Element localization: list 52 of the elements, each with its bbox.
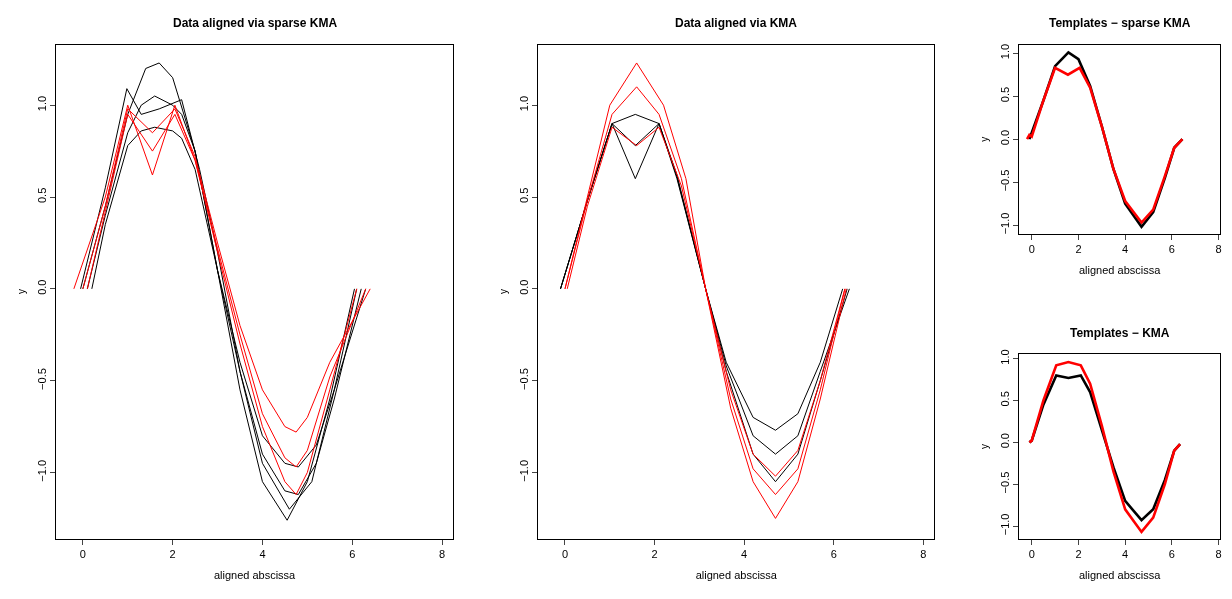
y-tick-label: 0.5	[998, 391, 1011, 407]
y-tick-label: 0.5	[35, 187, 48, 204]
y-tick-label: 1.0	[998, 43, 1011, 60]
y-tick-label: −1.0	[517, 459, 530, 482]
x-tick-label: 0	[561, 547, 569, 560]
y-tick-label: −0.5	[35, 368, 48, 390]
x-axis-title: aligned abscissa	[213, 569, 297, 581]
x-tick-label: 8	[438, 547, 446, 560]
chart-title: Templates − KMA	[1070, 326, 1170, 340]
y-tick-label: 0.5	[998, 86, 1011, 103]
y-axis-title: y	[497, 289, 509, 295]
chart-title: Data aligned via KMA	[675, 16, 798, 30]
x-tick-label: 4	[1122, 242, 1129, 255]
x-tick-label: 0	[1028, 547, 1035, 560]
y-tick-label: 1.0	[517, 95, 530, 112]
x-axis-title: aligned abscissa	[695, 569, 778, 581]
x-tick-label: 8	[1215, 242, 1222, 255]
x-tick-label: 0	[1028, 242, 1035, 255]
x-tick-label: 6	[349, 547, 356, 560]
y-tick-label: 1.0	[998, 349, 1011, 365]
y-tick-label: −1.0	[998, 513, 1011, 536]
x-tick-label: 6	[1168, 242, 1175, 255]
y-axis-title: y	[978, 444, 990, 450]
y-tick-label: 0.0	[998, 129, 1011, 146]
x-tick-label: 2	[651, 547, 658, 560]
x-axis-title: aligned abscissa	[1079, 569, 1162, 581]
x-tick-label: 6	[830, 547, 837, 560]
y-tick-label: 1.0	[35, 95, 48, 112]
x-tick-label: 8	[1215, 547, 1222, 560]
y-tick-label: 0.0	[35, 279, 48, 295]
x-tick-label: 6	[1168, 547, 1175, 560]
chart-title: Templates − sparse KMA	[1049, 16, 1191, 30]
chart-title: Data aligned via sparse KMA	[173, 16, 338, 30]
x-tick-label: 0	[79, 547, 86, 560]
x-tick-label: 8	[920, 547, 927, 560]
y-tick-label: −0.5	[998, 169, 1011, 192]
y-tick-label: 0.5	[517, 187, 530, 204]
x-tick-label: 4	[259, 547, 266, 560]
y-tick-label: 0.0	[517, 279, 530, 295]
y-tick-label: 0.0	[998, 433, 1011, 449]
y-tick-label: −0.5	[517, 368, 530, 390]
y-axis-title: y	[978, 136, 990, 142]
y-tick-label: −1.0	[35, 459, 48, 482]
y-tick-label: −0.5	[998, 471, 1011, 494]
x-tick-label: 2	[169, 547, 176, 560]
x-tick-label: 4	[741, 547, 748, 560]
y-tick-label: −1.0	[998, 212, 1011, 235]
x-tick-label: 2	[1075, 242, 1082, 255]
x-axis-title: aligned abscissa	[1079, 264, 1162, 277]
x-tick-label: 4	[1122, 547, 1129, 560]
y-axis-title: y	[15, 289, 27, 295]
x-tick-label: 2	[1075, 547, 1082, 560]
